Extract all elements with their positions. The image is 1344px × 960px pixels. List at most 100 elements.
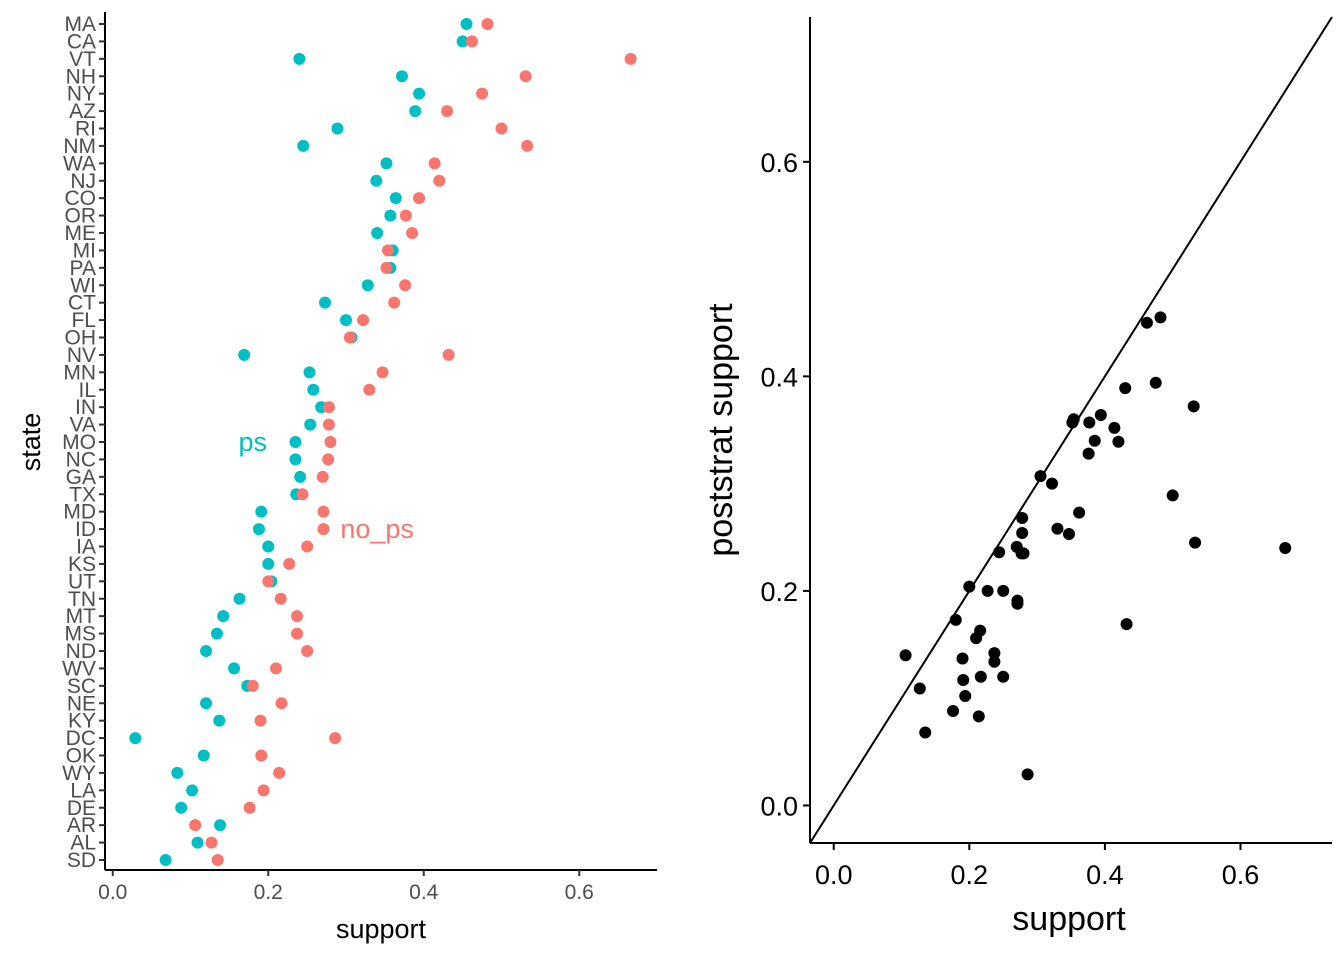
point-ps-vt [293, 52, 306, 65]
right-x-tick-label: 0.0 [815, 860, 853, 890]
left-y-tick-label: WI [70, 274, 96, 297]
scatter-point [1149, 376, 1162, 389]
point-no_ps-mo [324, 436, 337, 448]
point-no_ps-wv [270, 662, 283, 675]
point-no_ps-in [322, 401, 335, 414]
scatter-point [970, 632, 983, 645]
scatter-point [1120, 618, 1133, 631]
left-y-tick-label: CO [65, 187, 97, 210]
point-no_ps-ks [283, 557, 296, 570]
point-no_ps-ok [255, 749, 268, 762]
point-no_ps-nj [433, 174, 446, 187]
point-no_ps-or [399, 209, 412, 222]
series-label-no-ps: no_ps [340, 514, 414, 544]
point-ps-ma [460, 18, 473, 30]
point-no_ps-nm [521, 139, 534, 152]
right-panel-scatter-chart: 0.0 0.2 0.4 0.6 0.0 0.2 0.4 0.6 support postst… [702, 16, 1333, 938]
point-no_ps-tn [274, 592, 287, 605]
point-no_ps-ky [254, 714, 267, 727]
scatter-point [997, 584, 1010, 597]
point-no_ps-ar [189, 819, 202, 832]
left-y-tick-label: NH [66, 65, 96, 88]
left-y-tick-label: AL [70, 832, 96, 855]
point-ps-mt [217, 610, 230, 623]
scatter-point [1016, 511, 1029, 524]
point-no_ps-la [257, 784, 270, 797]
scatter-point [1279, 542, 1292, 554]
point-ps-wa [380, 157, 393, 170]
left-y-tick-label: KS [68, 553, 96, 576]
right-x-tick-label: 0.4 [1086, 860, 1124, 890]
point-no_ps-tx [296, 488, 309, 501]
left-y-tick-label: NV [67, 344, 96, 367]
point-no_ps-nc [322, 453, 335, 466]
left-y-tick-label: IN [75, 396, 96, 419]
scatter-point [993, 546, 1006, 559]
left-x-ticks: 0.0 0.2 0.4 0.6 [98, 870, 594, 904]
scatter-point [1094, 408, 1107, 421]
right-x-axis-title: support [1012, 900, 1126, 938]
left-x-tick-label: 0.4 [409, 881, 439, 904]
left-y-tick-label: PA [70, 257, 96, 280]
left-y-tick-label: SD [67, 849, 96, 872]
scatter-point [997, 670, 1010, 683]
left-y-tick-label: OR [65, 205, 97, 228]
scatter-point [1021, 768, 1034, 781]
left-x-tick-label: 0.0 [98, 881, 127, 904]
point-ps-wi [361, 279, 374, 292]
point-no_ps-nv [442, 348, 455, 361]
scatter-point [1154, 311, 1167, 324]
point-no_ps-wa [428, 157, 441, 170]
point-ps-mn [303, 366, 316, 379]
scatter-point [947, 705, 960, 718]
left-y-tick-label: DC [66, 727, 96, 750]
point-no_ps-nh [519, 70, 532, 83]
left-panel-dot-chart: ps no_ps MACAVTNHNYAZRINMWANJCOORMEMIPAWI… [16, 12, 657, 944]
point-no_ps-ga [316, 470, 329, 483]
point-no_ps-ct [388, 296, 401, 309]
point-ps-ri [331, 122, 344, 135]
point-ps-dc [129, 732, 142, 745]
scatter-point [949, 613, 962, 626]
point-ps-nj [370, 174, 383, 187]
scatter-point [1166, 489, 1179, 502]
left-points-layer [129, 18, 637, 866]
point-no_ps-al [205, 836, 218, 849]
left-y-tick-label: TX [69, 483, 96, 506]
point-ps-de [175, 801, 188, 814]
point-no_ps-sc [246, 679, 259, 692]
point-ps-nh [395, 70, 408, 83]
point-no_ps-pa [380, 261, 393, 274]
point-ps-ca [456, 35, 469, 48]
scatter-point [981, 584, 994, 597]
right-x-tick-label: 0.2 [951, 860, 989, 890]
point-no_ps-mi [381, 244, 394, 257]
point-ps-nd [200, 645, 213, 657]
left-x-tick-label: 0.2 [254, 881, 283, 904]
point-no_ps-dc [329, 732, 342, 745]
scatter-point [1112, 435, 1125, 448]
scatter-point [1108, 421, 1121, 434]
left-y-tick-label: GA [66, 466, 96, 489]
point-no_ps-wi [399, 279, 412, 292]
left-y-tick-label: MA [65, 13, 97, 36]
left-y-tick-label: OK [66, 745, 96, 768]
point-ps-ar [214, 819, 227, 832]
point-no_ps-va [322, 418, 335, 431]
point-ps-va [304, 418, 317, 431]
right-x-tick-label: 0.6 [1222, 860, 1260, 890]
point-ps-ms [210, 627, 223, 640]
scatter-point [899, 649, 912, 662]
scatter-point [1082, 447, 1095, 460]
left-y-tick-label: NM [63, 135, 96, 158]
point-no_ps-oh [343, 331, 356, 344]
point-no_ps-ms [291, 627, 304, 640]
left-y-tick-label: MN [63, 361, 96, 384]
point-ps-ok [197, 749, 210, 762]
scatter-point [1119, 382, 1132, 395]
scatter-point [1073, 506, 1086, 519]
left-y-tick-label: SC [67, 675, 96, 698]
right-y-axis-title: poststrat support [702, 303, 740, 557]
point-ps-az [409, 105, 422, 118]
